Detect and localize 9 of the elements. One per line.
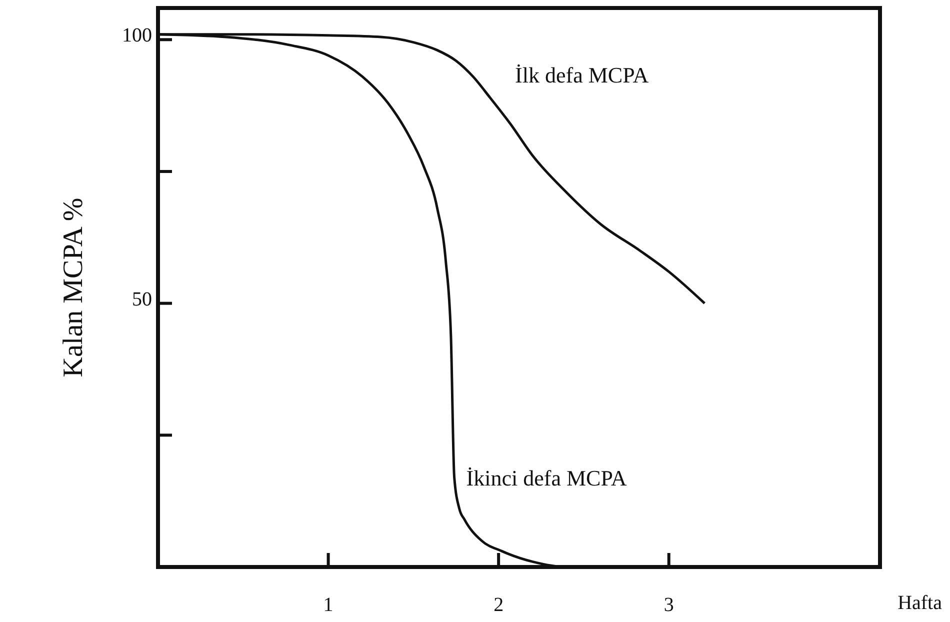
series-label: İlk defa MCPA: [515, 62, 649, 88]
y-tick-label: 50: [132, 288, 152, 310]
y-tick-label: 100: [122, 24, 152, 47]
x-tick-label: 2: [494, 594, 504, 616]
y-axis-title: Kalan MCPA %: [58, 198, 89, 378]
x-tick-label: 1: [323, 594, 334, 616]
x-axis-title: Hafta: [898, 592, 942, 614]
series-label: İkinci defa MCPA: [466, 465, 627, 490]
x-tick-label: 3: [664, 594, 674, 616]
